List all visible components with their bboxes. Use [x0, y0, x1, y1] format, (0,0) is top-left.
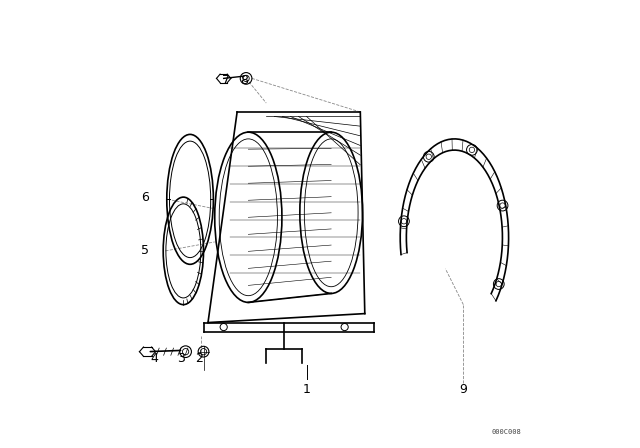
Text: 000C008: 000C008	[492, 429, 522, 435]
Text: 6: 6	[141, 190, 149, 204]
Text: 7: 7	[222, 74, 230, 87]
Text: 4: 4	[150, 352, 158, 365]
Text: 9: 9	[460, 383, 467, 396]
Text: 3: 3	[177, 352, 185, 365]
Text: 1: 1	[303, 383, 310, 396]
Text: 5: 5	[141, 244, 149, 258]
Text: 8: 8	[240, 74, 248, 87]
Text: 2: 2	[195, 352, 203, 365]
